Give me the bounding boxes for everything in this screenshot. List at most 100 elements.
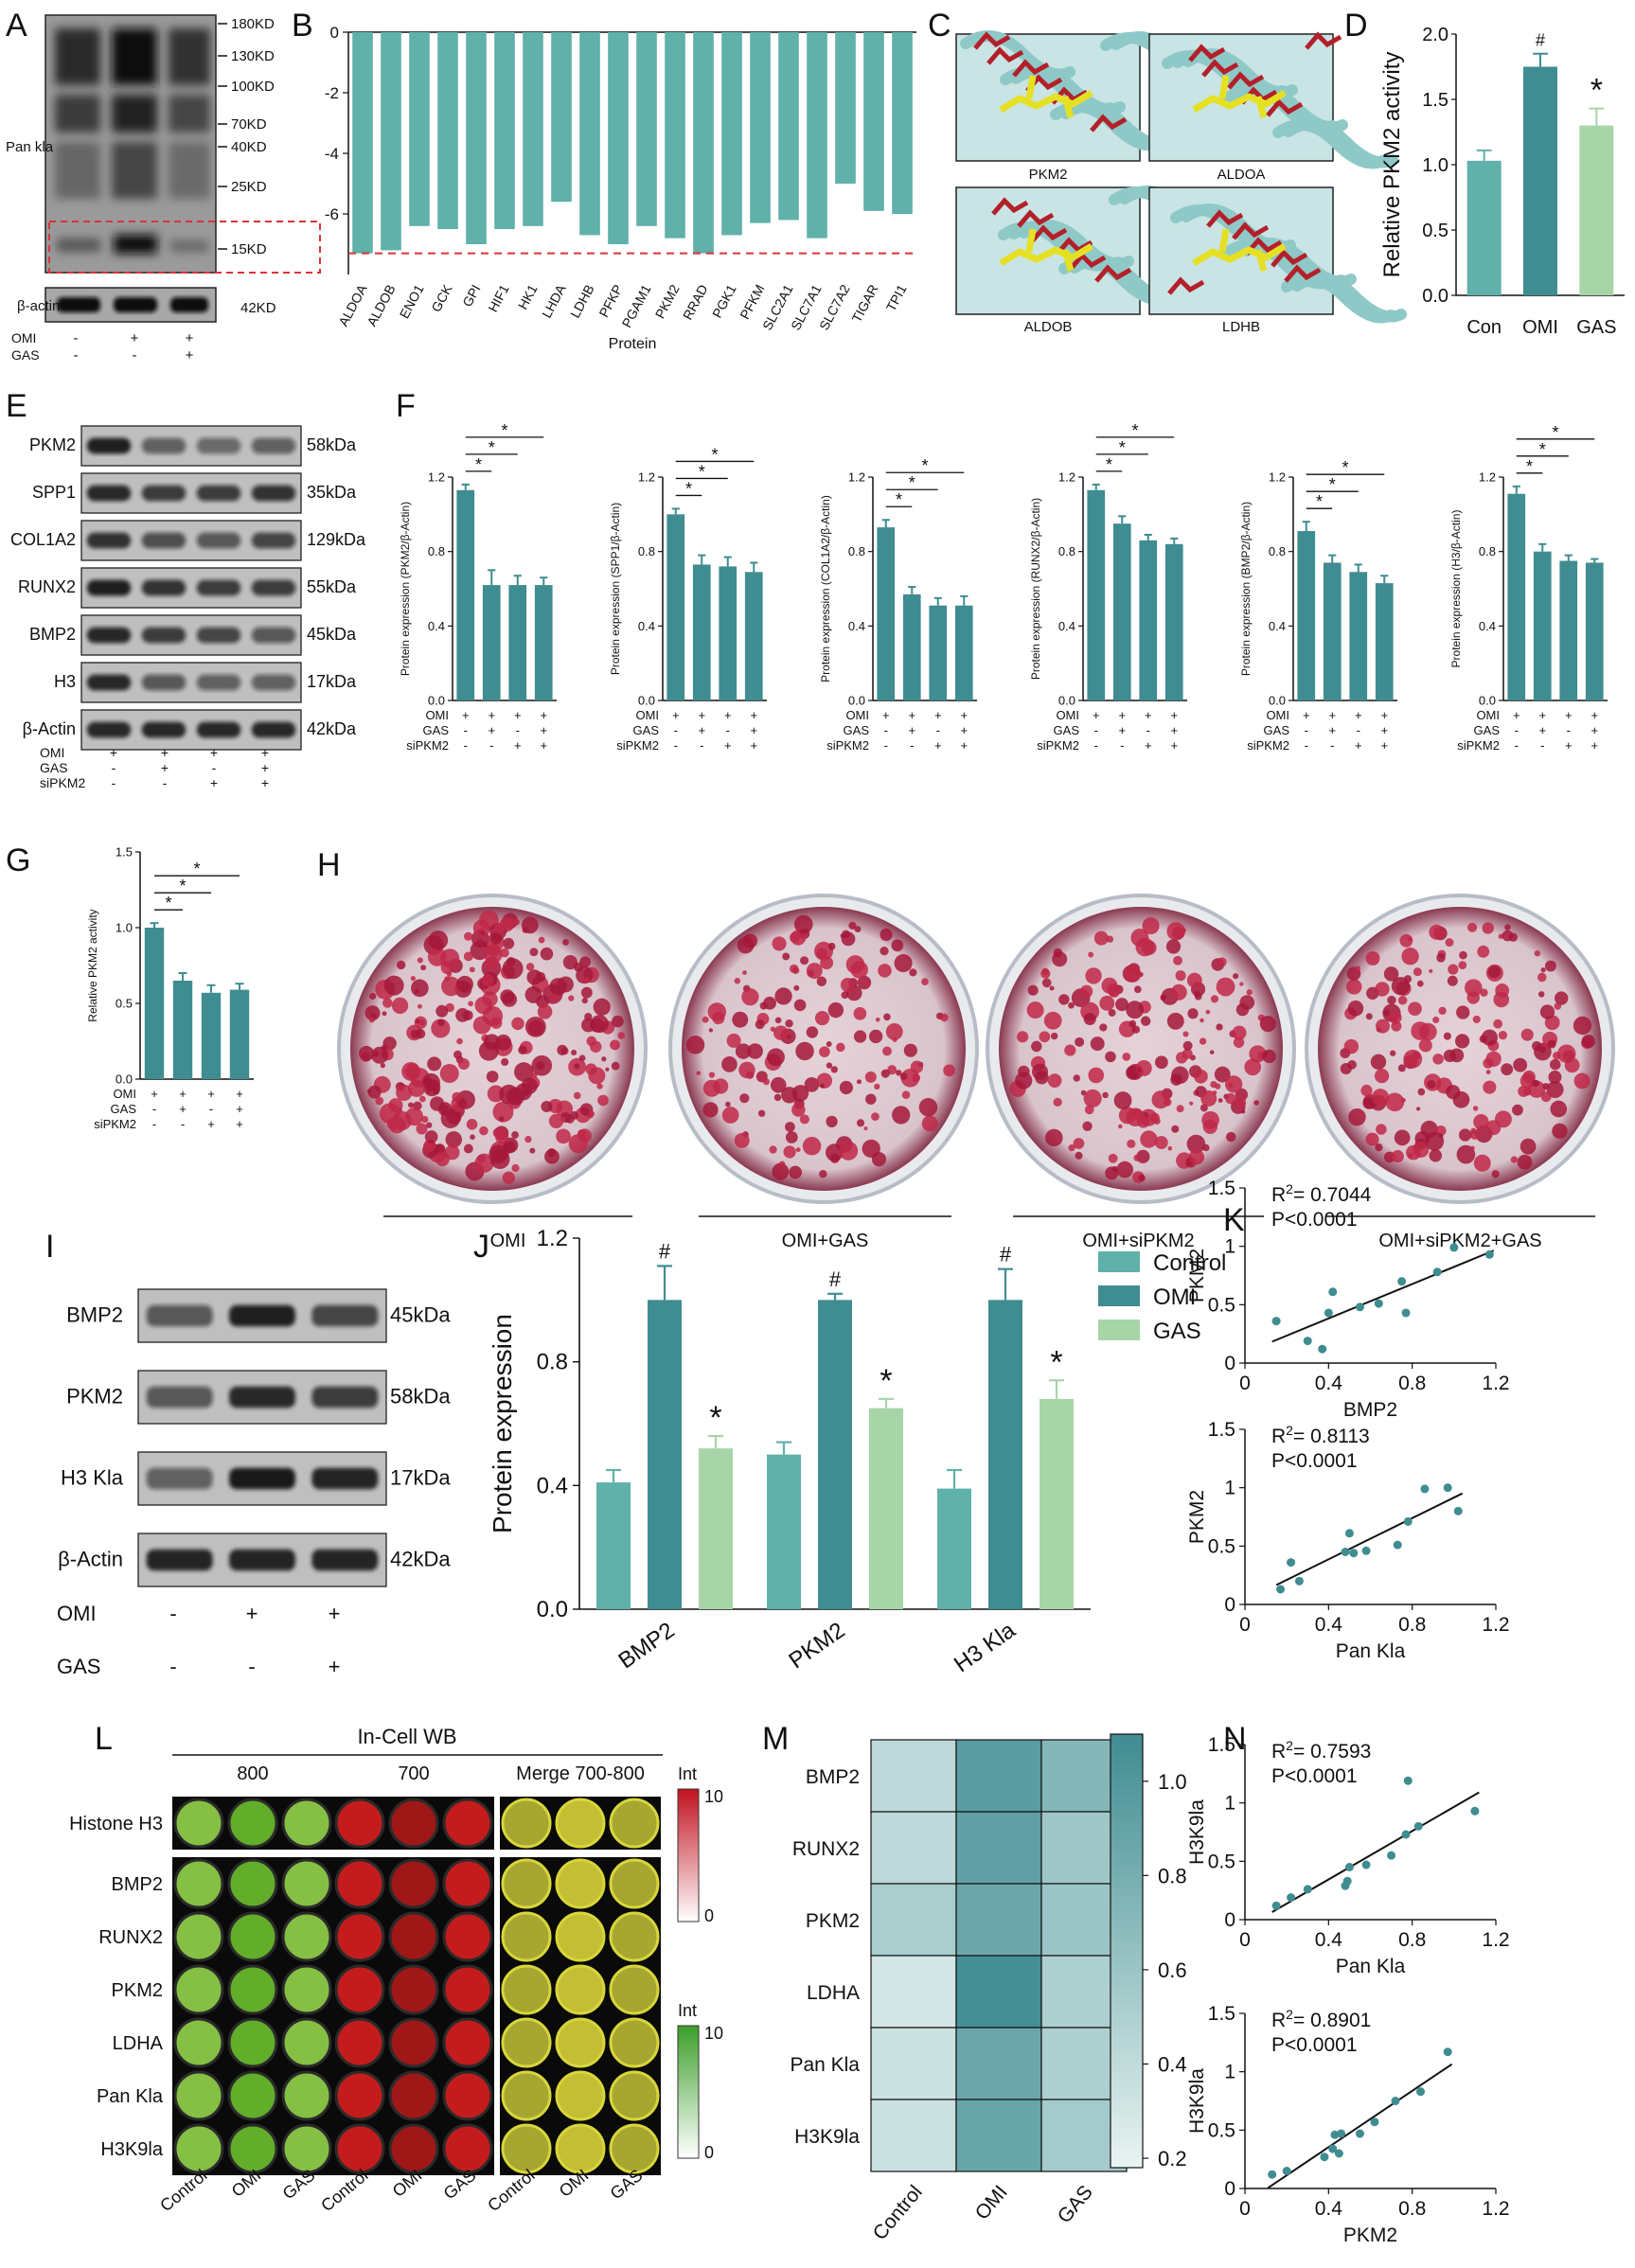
well-rim bbox=[281, 2123, 332, 2174]
y-tick-label: 0.8 bbox=[638, 544, 655, 558]
x-tick-label: 1.2 bbox=[1482, 1373, 1509, 1394]
category-label: OMI bbox=[1522, 317, 1558, 338]
well bbox=[444, 2072, 491, 2119]
band bbox=[311, 1304, 379, 1327]
nodule bbox=[878, 964, 892, 978]
nodule bbox=[407, 1079, 426, 1097]
nodule bbox=[367, 1085, 382, 1099]
well-rim bbox=[173, 1964, 224, 2015]
nodule bbox=[1187, 1008, 1199, 1019]
data-point bbox=[1374, 1299, 1383, 1308]
significance-mark: * bbox=[880, 1363, 892, 1399]
nodule bbox=[1122, 1053, 1131, 1061]
nodule bbox=[1050, 1032, 1058, 1040]
band bbox=[141, 485, 187, 502]
nodule bbox=[732, 1011, 749, 1028]
treatment-sign: + bbox=[1303, 708, 1310, 722]
nodule bbox=[617, 1032, 626, 1039]
nodule bbox=[422, 1077, 434, 1089]
column-label: GAS bbox=[1054, 2181, 1097, 2227]
nodule bbox=[772, 936, 787, 951]
band bbox=[86, 721, 132, 738]
nodule bbox=[1539, 1004, 1555, 1019]
treatment-sign: - bbox=[74, 330, 79, 346]
group-label: OMI bbox=[490, 1231, 526, 1251]
data-point bbox=[1397, 1277, 1407, 1286]
bar bbox=[508, 585, 527, 700]
well bbox=[229, 2125, 276, 2172]
x-axis-title: PKM2 bbox=[1343, 2224, 1397, 2246]
nodule bbox=[1225, 1075, 1243, 1093]
nodule bbox=[1093, 930, 1109, 946]
row-label: H3K9la bbox=[100, 2139, 163, 2160]
nodule bbox=[1202, 1143, 1210, 1152]
nodule bbox=[1544, 960, 1556, 972]
marker-label: 180KD bbox=[231, 16, 275, 32]
data-point bbox=[1391, 2097, 1400, 2105]
row-label: GAS bbox=[111, 1102, 137, 1116]
nodule bbox=[762, 1078, 770, 1086]
nodule bbox=[883, 1013, 891, 1021]
nodule bbox=[1232, 1025, 1247, 1040]
well bbox=[444, 2019, 491, 2066]
nodule bbox=[1427, 1080, 1436, 1090]
nodule bbox=[769, 1145, 777, 1154]
legend-title: Int bbox=[678, 1764, 697, 1783]
nodule bbox=[1133, 985, 1142, 994]
well-rim bbox=[334, 1964, 385, 2015]
nodule bbox=[885, 1022, 903, 1040]
bar bbox=[1579, 125, 1614, 295]
y-tick-label: 1.5 bbox=[116, 845, 133, 859]
row-label: GAS bbox=[57, 1655, 100, 1678]
well-rim bbox=[555, 2123, 606, 2174]
bar bbox=[437, 32, 458, 229]
nodule bbox=[1552, 1123, 1568, 1140]
y-tick-label: 1.2 bbox=[848, 470, 865, 485]
y-tick-label: 0 bbox=[1224, 1909, 1235, 1931]
category-label: GAS bbox=[1576, 317, 1616, 338]
nodule bbox=[529, 948, 539, 957]
nodule bbox=[391, 997, 409, 1015]
band-label: COL1A2 bbox=[10, 530, 76, 549]
heatmap-cell bbox=[870, 1739, 957, 1813]
nodule bbox=[880, 928, 893, 942]
nodule bbox=[1389, 1011, 1402, 1024]
significance-mark: * bbox=[1131, 421, 1138, 440]
nodule bbox=[1116, 1161, 1133, 1178]
nodule bbox=[1416, 980, 1424, 987]
nodule bbox=[590, 1040, 602, 1053]
well-rim bbox=[442, 1911, 493, 1962]
treatment-sign: + bbox=[179, 1087, 187, 1101]
nodule bbox=[419, 1095, 426, 1103]
well bbox=[336, 2125, 383, 2172]
x-axis-title: Pan Kla bbox=[1336, 1640, 1406, 1662]
nodule bbox=[1217, 1098, 1223, 1103]
significance-mark: * bbox=[1591, 73, 1603, 109]
nodule bbox=[721, 1107, 739, 1124]
treatment-sign: - bbox=[133, 347, 137, 363]
nodule bbox=[511, 1163, 520, 1173]
marker-label: 130KD bbox=[231, 48, 275, 64]
band bbox=[251, 721, 296, 738]
residue bbox=[1017, 209, 1055, 228]
nodule bbox=[574, 1063, 580, 1070]
residue bbox=[1188, 44, 1226, 62]
nodule bbox=[1343, 1038, 1360, 1054]
band bbox=[196, 721, 241, 738]
treatment-sign: + bbox=[110, 745, 117, 760]
nodule bbox=[1408, 1001, 1422, 1016]
treatment-sign: + bbox=[540, 723, 547, 737]
channel-label: 700 bbox=[398, 1763, 429, 1784]
nodule bbox=[735, 1043, 752, 1059]
nodule bbox=[1518, 1085, 1530, 1097]
dock-label-aldoa: ALDOA bbox=[1217, 167, 1266, 183]
treatment-sign: + bbox=[207, 1087, 215, 1101]
band bbox=[196, 674, 241, 691]
nodule bbox=[1153, 1117, 1161, 1125]
nodule bbox=[524, 1136, 532, 1143]
p-value-label: P<0.0001 bbox=[1271, 1450, 1358, 1472]
nodule bbox=[1027, 984, 1039, 996]
nodule bbox=[548, 1098, 563, 1114]
treatment-sign: + bbox=[1591, 723, 1598, 737]
